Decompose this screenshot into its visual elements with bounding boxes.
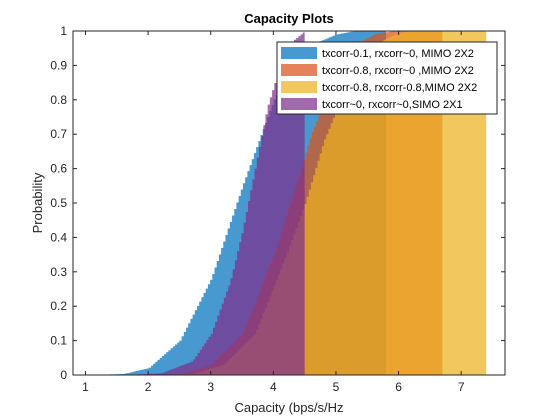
series-area-4 xyxy=(123,31,305,375)
legend-swatch xyxy=(281,64,317,76)
legend-swatch xyxy=(281,47,317,59)
x-tick-label: 7 xyxy=(458,380,465,394)
y-tick-label: 0.7 xyxy=(50,127,67,141)
y-tick-label: 0.6 xyxy=(50,162,67,176)
ticks-layer: 1 2 3 4 5 6 7 0 0.1 0.2 0.3 0.4 0.5 0.6 0.7 0.8 0.9 1 xyxy=(50,24,505,394)
y-tick-label: 0.2 xyxy=(50,299,67,313)
x-tick-label: 3 xyxy=(207,380,214,394)
series-layer xyxy=(91,31,487,375)
chart-title: Capacity Plots xyxy=(244,11,334,26)
legend: txcorr-0.1, rxcorr~0, MIMO 2X2 txcorr-0.8… xyxy=(276,41,498,115)
legend-swatch xyxy=(281,81,317,93)
x-tick-label: 2 xyxy=(145,380,152,394)
x-tick-label: 1 xyxy=(82,380,89,394)
y-tick-label: 0.8 xyxy=(50,93,67,107)
y-tick-label: 1 xyxy=(60,24,67,38)
x-axis-label: Capacity (bps/s/Hz xyxy=(234,400,343,415)
legend-label: txcorr~0, rxcorr~0,SIMO 2X1 xyxy=(322,99,463,111)
y-tick-label: 0.1 xyxy=(50,334,67,348)
x-tick-label: 6 xyxy=(395,380,402,394)
legend-label: txcorr-0.8, rxcorr-0.8,MIMO 2X2 xyxy=(322,82,477,94)
legend-swatch xyxy=(281,98,317,110)
y-tick-label: 0.5 xyxy=(50,196,67,210)
y-tick-label: 0 xyxy=(60,368,67,382)
legend-label: txcorr-0.1, rxcorr~0, MIMO 2X2 xyxy=(322,48,474,60)
y-tick-label: 0.9 xyxy=(50,58,67,72)
x-tick-label: 5 xyxy=(333,380,340,394)
series-area-3 xyxy=(135,31,487,375)
y-axis-label: Probability xyxy=(30,172,45,233)
y-tick-label: 0.4 xyxy=(50,230,67,244)
y-tick-label: 0.3 xyxy=(50,265,67,279)
x-tick-label: 4 xyxy=(270,380,277,394)
legend-label: txcorr-0.8, rxcorr~0 ,MIMO 2X2 xyxy=(322,65,474,77)
